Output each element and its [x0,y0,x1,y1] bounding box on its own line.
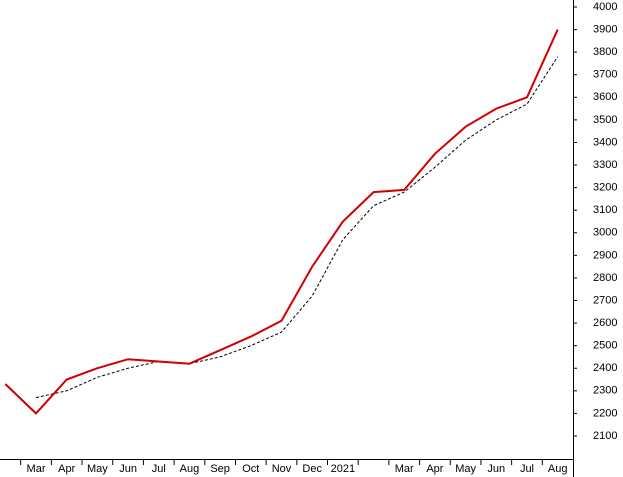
y-tick-label: 2600 [593,317,617,329]
x-tick-label: Apr [426,463,443,475]
x-tick-label: 2021 [331,463,355,475]
x-tick-label: Nov [272,463,292,475]
y-tick-label: 3100 [593,204,617,216]
y-tick-label: 3800 [593,46,617,58]
x-tick-label: Aug [180,463,200,475]
x-tick-label: May [455,463,476,475]
series-line [4,29,559,415]
x-tick-label: Jul [152,463,166,475]
y-tick-label: 3000 [593,227,617,239]
y-tick-label: 3900 [593,23,617,35]
series-line [35,56,559,399]
y-tick-label: 3700 [593,69,617,81]
y-tick-label: 2200 [593,407,617,419]
y-tick-label: 3600 [593,91,617,103]
x-tick-label: Mar [27,463,46,475]
y-tick-label: 4000 [593,1,617,13]
x-tick-label: Sep [210,463,230,475]
y-tick-label: 3400 [593,136,617,148]
x-tick-label: Aug [548,463,568,475]
x-tick-label: Jun [487,463,505,475]
x-tick-label: May [87,463,108,475]
y-tick-label: 3300 [593,159,617,171]
x-tick-label: Apr [58,463,75,475]
y-tick-label: 2500 [593,340,617,352]
y-tick-label: 3200 [593,182,617,194]
x-tick-label: Dec [302,463,322,475]
y-tick-label: 2100 [593,430,617,442]
x-tick-label: Jul [520,463,534,475]
x-tick-label: Jun [119,463,137,475]
x-tick-label: Oct [242,463,259,475]
y-tick-label: 2700 [593,294,617,306]
x-tick-label: Mar [395,463,414,475]
y-tick-label: 3500 [593,114,617,126]
y-tick-label: 2800 [593,272,617,284]
y-tick-label: 2300 [593,385,617,397]
y-tick-label: 2400 [593,362,617,374]
y-tick-label: 2900 [593,249,617,261]
